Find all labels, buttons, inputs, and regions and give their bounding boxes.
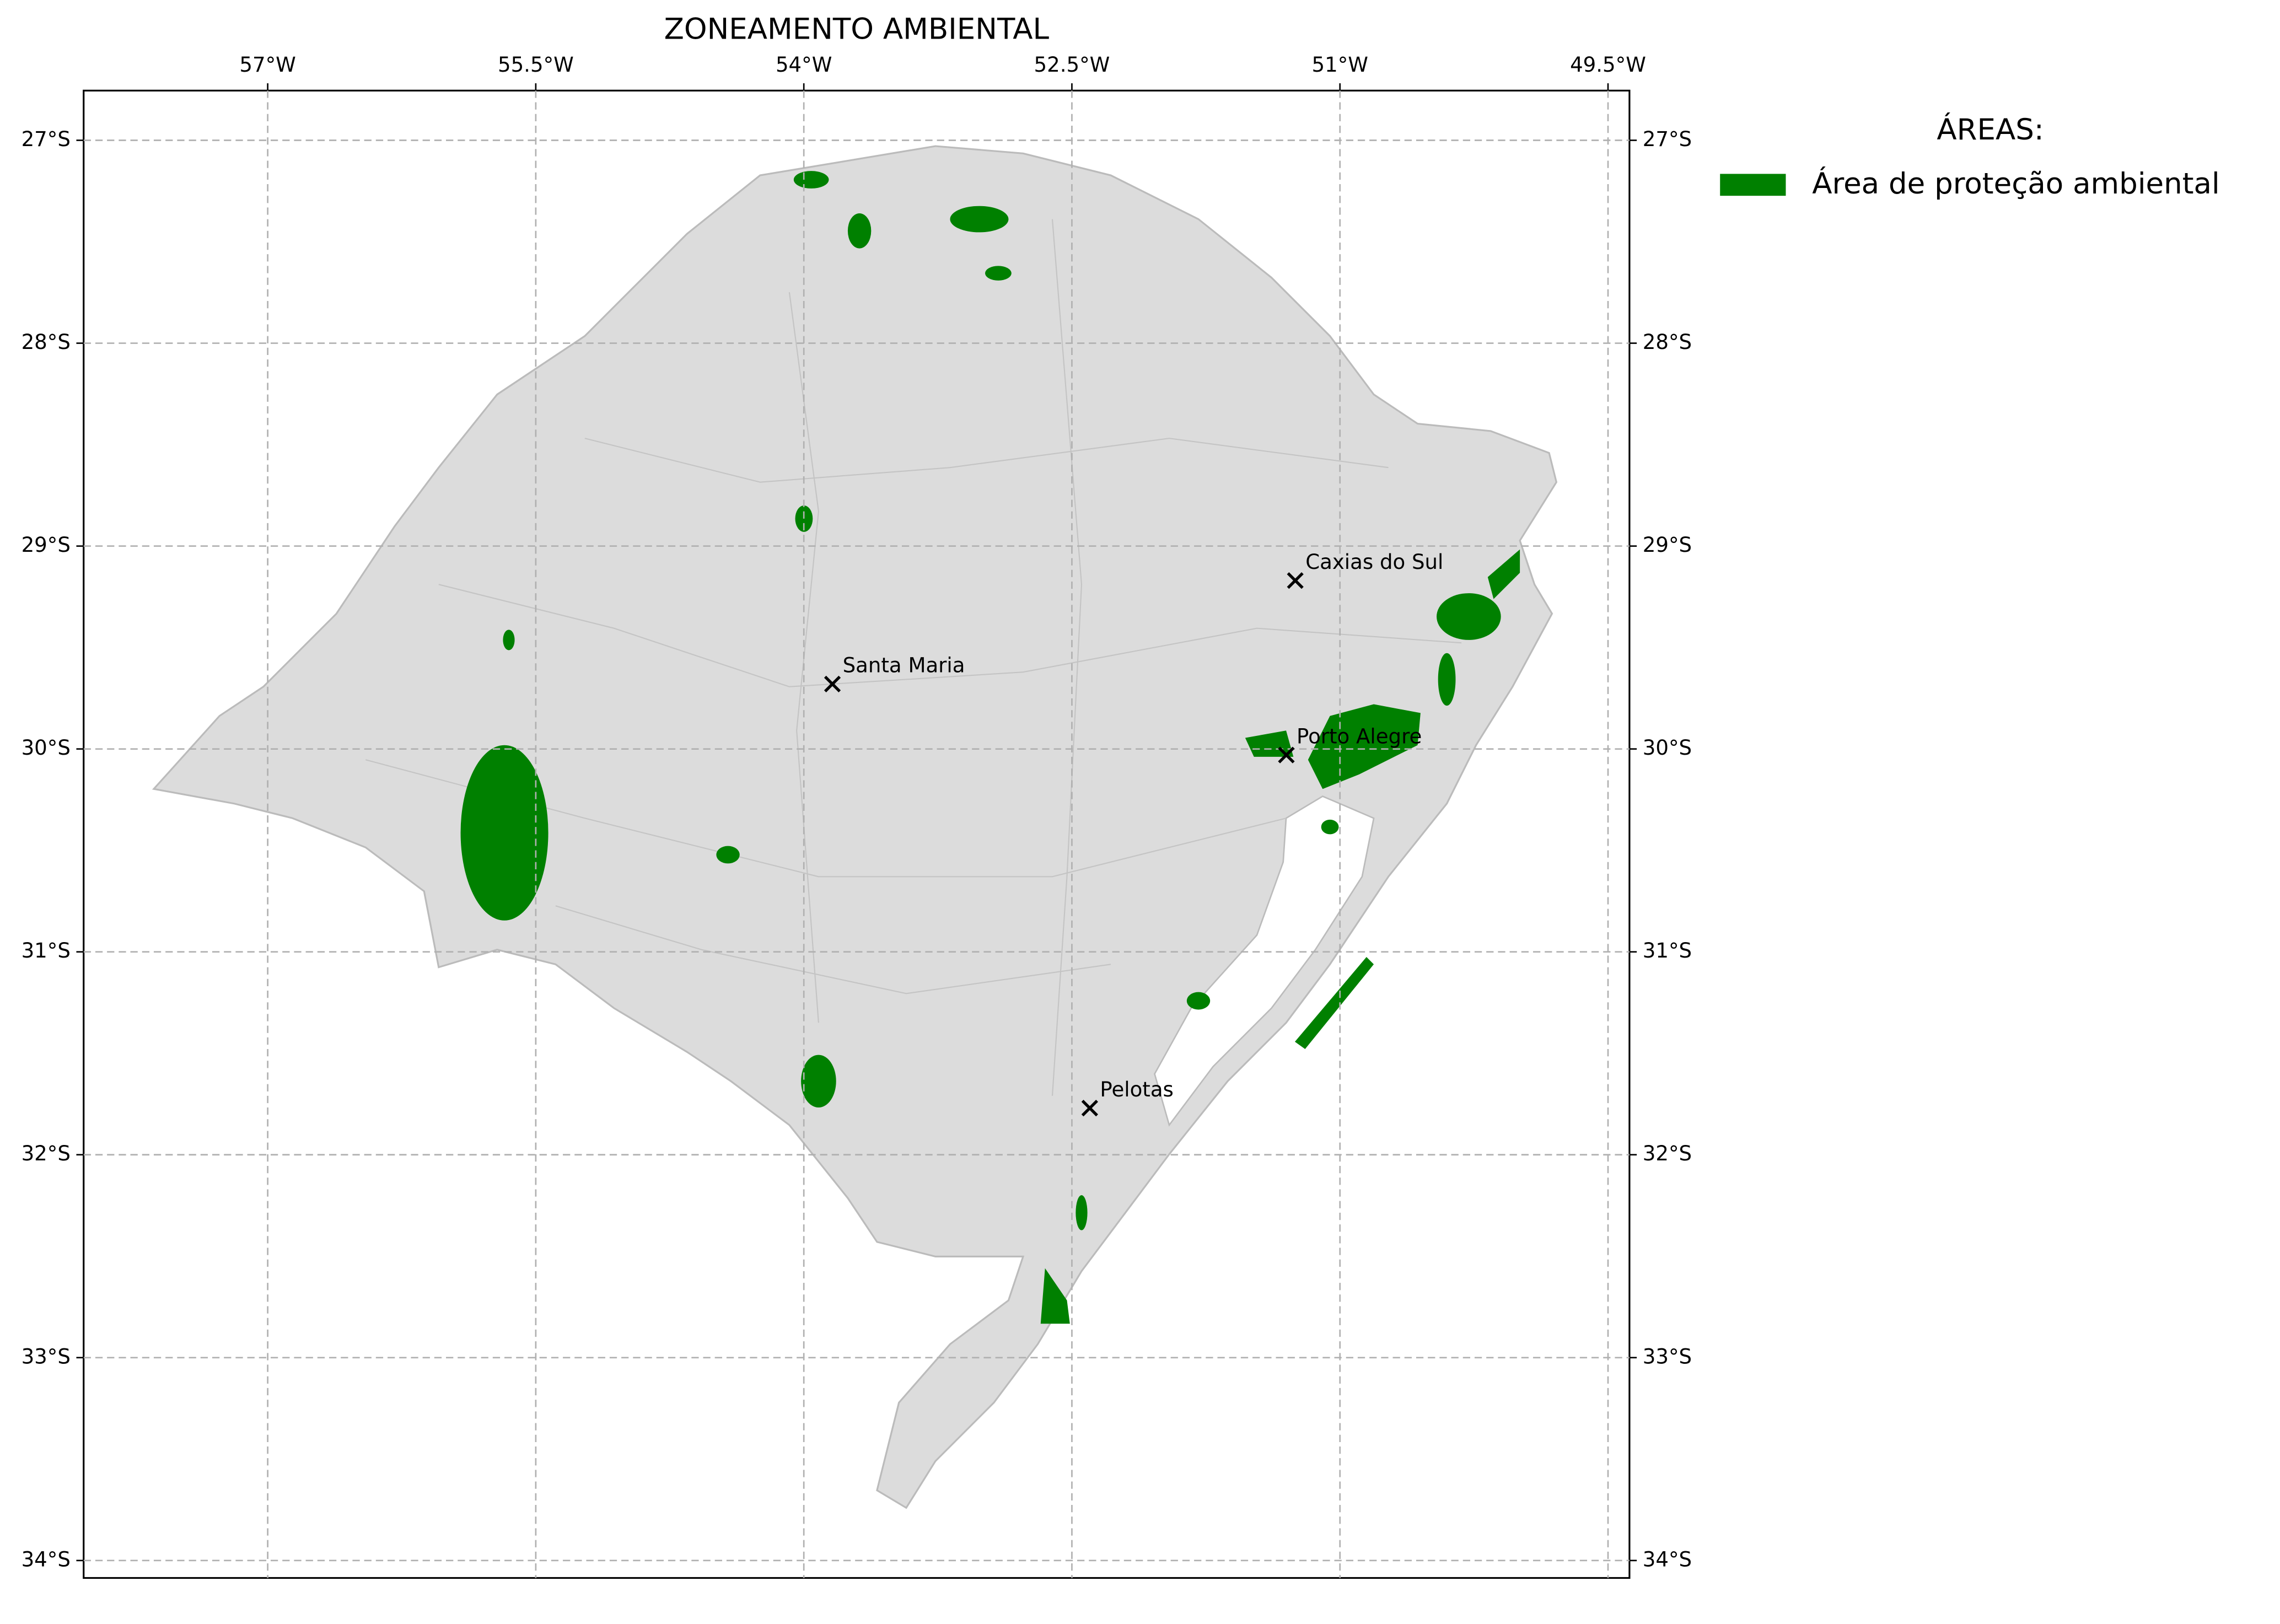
city-marker	[1287, 572, 1304, 589]
land	[152, 145, 1558, 1509]
x-tick-label: 52.5°W	[1034, 53, 1110, 77]
protection-areas	[460, 171, 1520, 1324]
city-label: Caxias do Sul	[1305, 550, 1443, 574]
y-tick-label: 30°S	[1643, 736, 1692, 760]
y-tick-label: 27°S	[1643, 127, 1692, 151]
x-tick-label: 57°W	[239, 53, 295, 77]
y-tick-label: 30°S	[21, 736, 71, 760]
map-frame	[83, 89, 1631, 1579]
y-tick-label: 29°S	[1643, 533, 1692, 557]
city-marker	[824, 675, 841, 692]
legend-title: ÁREAS:	[1937, 112, 2044, 147]
legend-label: Área de proteção ambiental	[1812, 166, 2220, 201]
y-tick-label: 31°S	[21, 939, 71, 962]
y-tick-label: 33°S	[21, 1345, 71, 1368]
y-tick-label: 27°S	[21, 127, 71, 151]
city-label: Pelotas	[1100, 1078, 1173, 1101]
y-tick-label: 28°S	[1643, 330, 1692, 354]
y-tick-label: 32°S	[1643, 1142, 1692, 1165]
state-outline	[152, 145, 1558, 1509]
y-tick-label: 32°S	[21, 1142, 71, 1165]
y-tick-label: 28°S	[21, 330, 71, 354]
city-marker	[1081, 1099, 1098, 1117]
x-tick-label: 51°W	[1312, 53, 1368, 77]
y-tick-label: 31°S	[1643, 939, 1692, 962]
lagoon	[1154, 795, 1375, 1127]
y-tick-label: 34°S	[1643, 1547, 1692, 1571]
legend-swatch	[1720, 174, 1786, 196]
map-title: ZONEAMENTO AMBIENTAL	[664, 12, 1050, 46]
y-tick-label: 33°S	[1643, 1345, 1692, 1368]
y-tick-label: 34°S	[21, 1547, 71, 1571]
x-tick-label: 54°W	[776, 53, 832, 77]
city-label: Santa Maria	[843, 654, 965, 677]
city-label: Porto Alegre	[1297, 724, 1422, 748]
x-tick-label: 49.5°W	[1570, 53, 1646, 77]
y-tick-label: 29°S	[21, 533, 71, 557]
city-marker	[1278, 746, 1295, 763]
x-tick-label: 55.5°W	[498, 53, 574, 77]
